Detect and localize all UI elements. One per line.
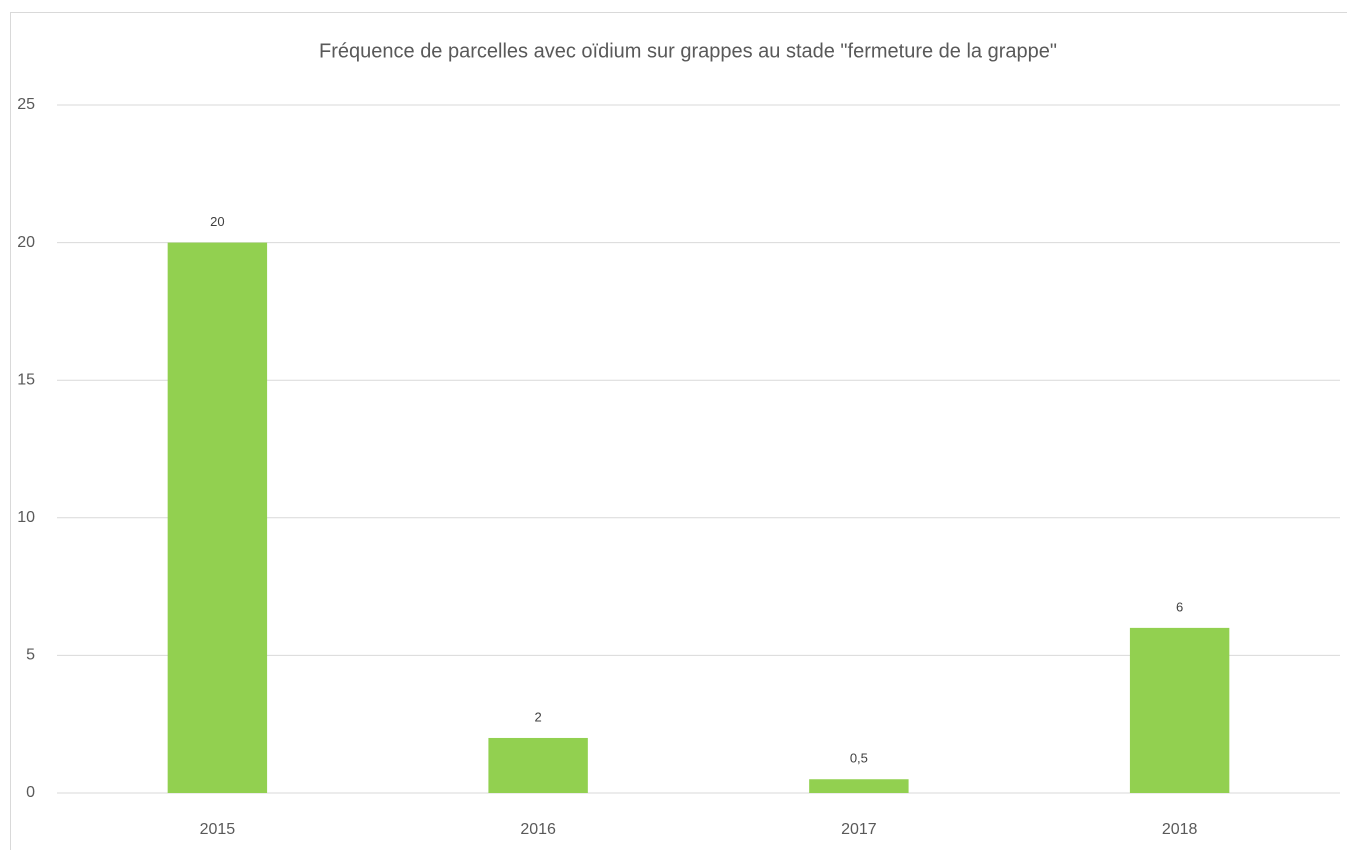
chart-title: Fréquence de parcelles avec oïdium sur g… xyxy=(319,40,1057,62)
data-label: 0,5 xyxy=(850,751,868,766)
x-tick-label: 2017 xyxy=(841,821,877,838)
y-tick-label: 10 xyxy=(17,509,35,526)
x-tick-label: 2018 xyxy=(1162,821,1198,838)
bar xyxy=(1129,627,1230,793)
y-tick-label: 25 xyxy=(17,96,35,113)
y-tick-label: 15 xyxy=(17,371,35,388)
y-tick-label: 0 xyxy=(26,784,35,801)
bar xyxy=(167,242,268,794)
bar xyxy=(488,737,588,793)
y-tick-label: 5 xyxy=(26,647,35,664)
x-tick-label: 2016 xyxy=(520,821,556,838)
chart-border xyxy=(10,12,1347,850)
data-label: 20 xyxy=(210,214,224,229)
data-label: 6 xyxy=(1176,599,1183,614)
bar xyxy=(809,779,909,793)
y-tick-label: 20 xyxy=(17,234,35,251)
x-tick-label: 2015 xyxy=(200,821,236,838)
data-label: 2 xyxy=(535,709,542,724)
